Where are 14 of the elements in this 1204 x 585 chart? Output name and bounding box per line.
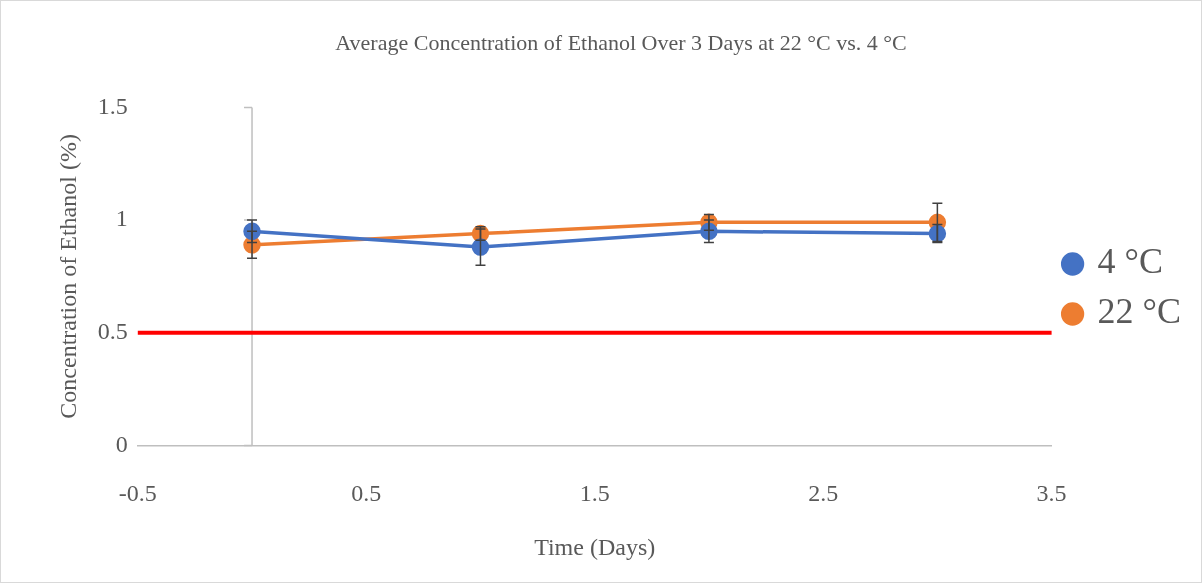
- legend-label: 4 °C: [1097, 241, 1164, 282]
- y-tick-label: 1: [115, 205, 128, 232]
- legend-label: 22 °C: [1097, 291, 1182, 332]
- y-tick-label: 0: [115, 430, 128, 457]
- x-axis-title: Time (Days): [534, 533, 656, 560]
- y-axis-title: Concentration of Ethanol (%): [54, 134, 81, 419]
- y-tick-label: 0.5: [97, 318, 128, 345]
- x-tick-label: 2.5: [808, 480, 839, 507]
- x-tick-label: 3.5: [1036, 480, 1067, 507]
- y-tick-label: 1.5: [97, 92, 128, 119]
- x-tick-label: 0.5: [351, 480, 382, 507]
- chart-title: Average Concentration of Ethanol Over 3 Days at 22 °C vs. 4 °C: [335, 29, 907, 55]
- x-tick-label: -0.5: [118, 480, 157, 507]
- x-tick-label: 1.5: [579, 480, 610, 507]
